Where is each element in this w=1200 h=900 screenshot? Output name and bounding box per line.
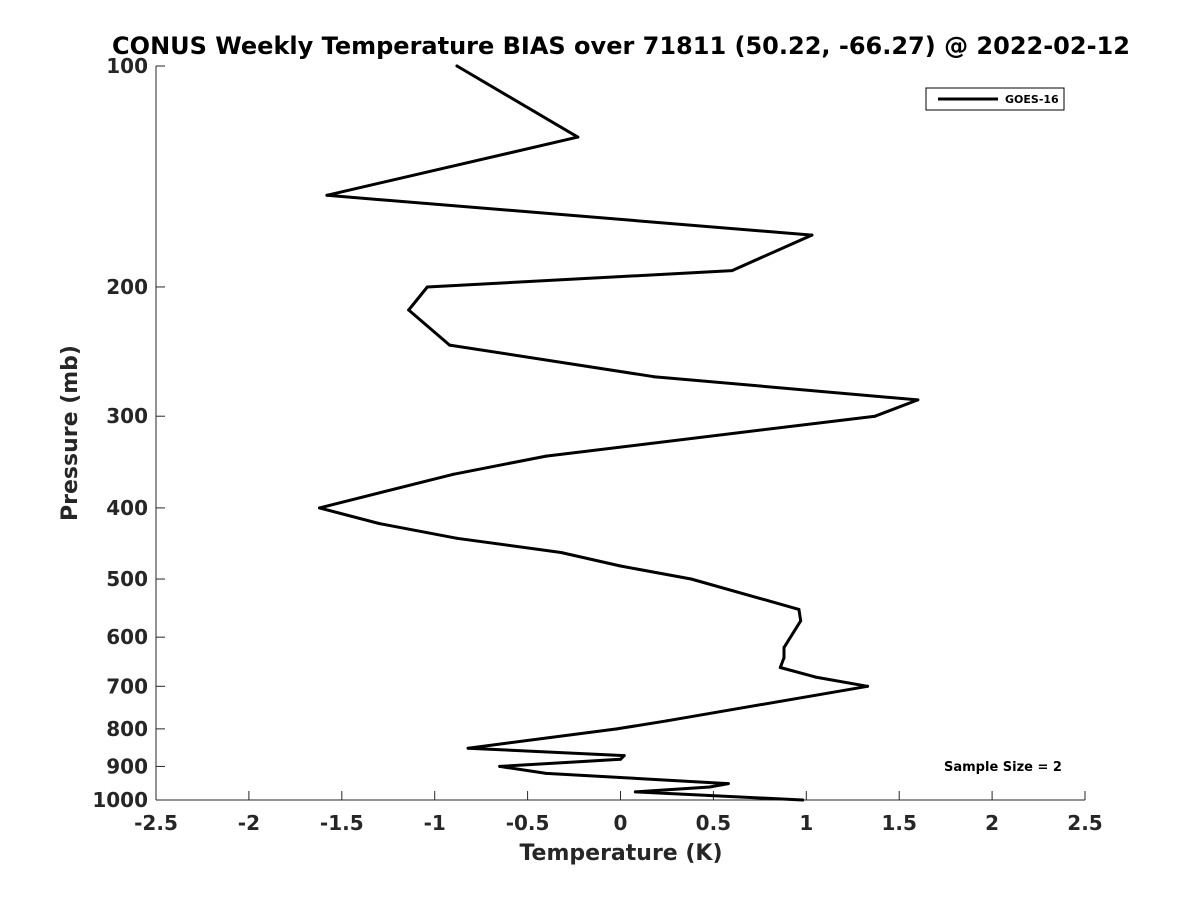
- x-tick-label: 0.5: [696, 811, 731, 835]
- data-point: [619, 564, 622, 568]
- y-axis-ticks: 100 200 300 400 500 600 700 800 900 1000: [92, 54, 165, 812]
- x-tick-label: 2.5: [1067, 811, 1102, 835]
- data-point: [652, 375, 656, 379]
- data-point: [708, 785, 712, 789]
- x-axis-ticks: -2.5 -2 -1.5 -1 -0.5 0 0.5 1 1.5 2 2.5: [134, 791, 1103, 835]
- data-point: [801, 798, 805, 802]
- series-layer: [318, 64, 920, 802]
- x-axis-label: Temperature (K): [519, 841, 722, 866]
- data-point: [730, 269, 734, 273]
- x-tick-label: -1.5: [320, 811, 364, 835]
- y-tick-label: 100: [106, 54, 148, 78]
- data-point: [425, 285, 429, 289]
- x-tick-label: 1.5: [881, 811, 916, 835]
- x-tick-label: 1: [799, 811, 813, 835]
- data-point: [325, 193, 329, 197]
- legend-label-goes-16: GOES-16: [1005, 93, 1059, 106]
- x-tick-label: -2.5: [134, 811, 178, 835]
- y-tick-label: 500: [106, 567, 148, 591]
- y-tick-label: 300: [106, 404, 148, 428]
- sample-size-annotation: Sample Size = 2: [944, 760, 1062, 775]
- data-point: [544, 454, 548, 458]
- x-tick-label: -1: [424, 811, 446, 835]
- data-point: [814, 675, 818, 679]
- data-point: [407, 308, 411, 312]
- data-point: [782, 646, 786, 650]
- data-point: [866, 684, 870, 688]
- x-tick-label: -0.5: [506, 811, 550, 835]
- data-point: [797, 607, 801, 611]
- data-point: [873, 414, 877, 418]
- data-point: [448, 343, 452, 347]
- data-point: [799, 619, 803, 623]
- data-point: [576, 135, 580, 139]
- data-point: [778, 666, 782, 669]
- legend: GOES-16: [925, 87, 1065, 111]
- data-point: [615, 727, 619, 731]
- y-tick-label: 600: [106, 625, 148, 649]
- y-tick-label: 200: [106, 275, 148, 299]
- y-tick-label: 1000: [92, 788, 148, 812]
- data-point: [633, 790, 637, 794]
- data-point: [619, 757, 622, 761]
- data-point: [455, 64, 459, 68]
- data-point: [782, 656, 786, 660]
- y-axis-label: Pressure (mb): [58, 345, 83, 521]
- data-point: [689, 577, 693, 581]
- chart-title: CONUS Weekly Temperature BIAS over 71811…: [112, 32, 1130, 60]
- data-point: [559, 551, 563, 554]
- data-point: [665, 719, 669, 723]
- data-point: [810, 233, 814, 237]
- data-point: [318, 506, 321, 510]
- y-tick-label: 800: [106, 717, 148, 741]
- data-point: [622, 754, 626, 758]
- data-point: [377, 522, 381, 525]
- data-point: [544, 771, 548, 775]
- data-point: [455, 536, 459, 540]
- y-tick-label: 900: [106, 754, 148, 778]
- y-tick-label: 700: [106, 674, 148, 698]
- y-tick-label: 400: [106, 496, 148, 520]
- data-point: [916, 398, 920, 402]
- data-point: [451, 472, 455, 476]
- data-point: [498, 764, 502, 768]
- data-point: [466, 746, 470, 750]
- data-point: [726, 782, 730, 786]
- x-tick-label: 2: [985, 811, 999, 835]
- x-tick-label: -2: [238, 811, 260, 835]
- x-tick-label: 0: [614, 811, 628, 835]
